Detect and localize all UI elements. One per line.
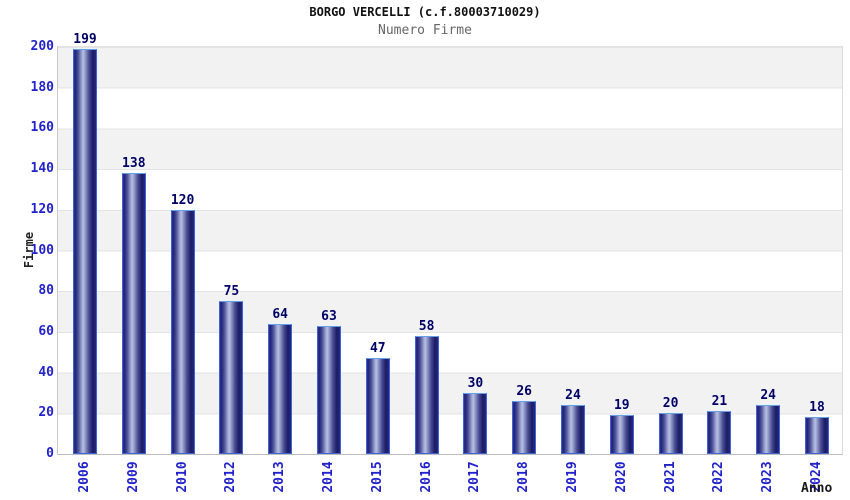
bar [365,358,390,454]
bar [317,326,341,454]
bar [561,405,585,454]
bar-value-label: 75 [223,284,240,299]
x-tick-label: 2012 [223,461,239,493]
x-tick-label: 2020 [613,461,629,493]
x-tick-label: 2006 [77,461,92,493]
bar-value-label: 47 [369,341,386,356]
bar-value-label: 30 [467,376,484,391]
bar-value-label: 63 [321,309,337,324]
x-axis-title: Anno [801,481,833,496]
bar-value-label: 58 [418,319,435,334]
x-tick-label: 2021 [662,461,678,493]
y-tick-label: 20 [38,405,54,421]
bar [609,415,634,454]
bar-value-label: 24 [760,388,777,403]
bar [463,393,488,454]
bar [512,401,537,454]
x-tick-label: 2019 [565,461,580,493]
x-tick-label: 2014 [321,461,336,493]
x-tick-label: 2023 [760,461,776,493]
bar-value-label: 21 [711,394,728,409]
x-tick-label: 2022 [711,461,727,493]
bar-value-label: 64 [272,307,289,322]
y-tick-label: 200 [30,39,54,54]
bar [121,173,146,454]
y-tick-label: 180 [30,79,54,95]
bar [414,336,439,454]
chart-subtitle: Numero Firme [378,23,472,38]
x-tick-label: 2017 [467,461,483,493]
bar [268,324,293,454]
bar-value-label: 20 [662,396,679,411]
x-tick-label: 2016 [418,461,434,493]
y-axis-title: Firme [22,231,36,269]
y-tick-label: 120 [30,201,54,217]
bar [170,210,195,454]
y-tick-label: 0 [46,446,54,461]
bar-value-label: 18 [809,400,825,415]
bar [219,301,244,454]
bar-value-label: 199 [73,32,97,47]
y-tick-label: 160 [30,120,54,136]
bar [756,405,781,454]
bar [805,417,829,454]
bar-value-label: 120 [170,193,195,208]
bar-value-label: 24 [565,388,581,403]
x-tick-label: 2009 [125,461,141,493]
y-tick-label: 40 [38,364,54,380]
x-tick-label: 2015 [369,461,385,493]
x-tick-label: 2018 [516,461,532,493]
y-tick-label: 100 [30,242,54,258]
x-tick-label: 2010 [174,461,190,493]
bar [658,413,683,454]
bar-value-label: 19 [613,398,630,413]
x-tick-label: 2013 [272,461,288,493]
chart-title: BORGO VERCELLI (c.f.80003710029) [309,5,541,19]
bar [73,49,97,454]
y-tick-label: 140 [30,161,54,177]
bar-value-label: 138 [122,156,146,171]
y-tick-label: 80 [38,283,54,299]
y-tick-label: 60 [38,323,54,339]
bar-value-label: 26 [516,384,533,399]
bar [707,411,732,454]
